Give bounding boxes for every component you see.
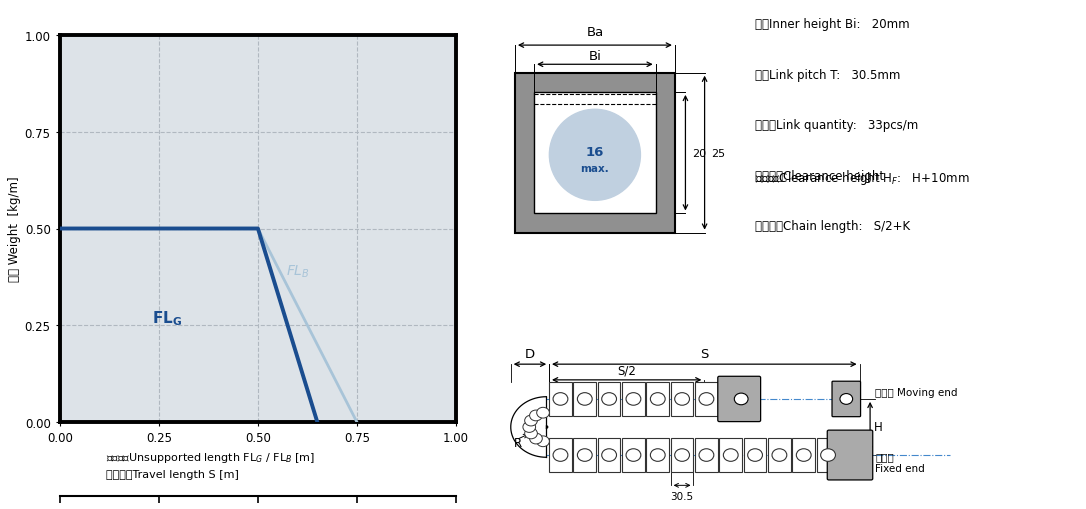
Circle shape [651,393,665,406]
Text: 链节数Link quantity:   33pcs/m: 链节数Link quantity: 33pcs/m [755,119,918,132]
Text: 20: 20 [692,149,706,158]
Circle shape [747,449,762,462]
Text: 30.5: 30.5 [670,491,694,501]
Circle shape [796,449,811,462]
Text: 固定端
Fixed end: 固定端 Fixed end [875,451,925,473]
Text: $FL_B$: $FL_B$ [286,264,310,280]
Bar [671,438,694,472]
Bar [550,438,572,472]
Bar [550,382,572,416]
Text: S/2: S/2 [617,363,636,377]
Circle shape [699,449,714,462]
Bar [744,438,767,472]
Text: S: S [700,347,708,360]
Circle shape [699,393,714,406]
Text: 节距Link pitch T:   30.5mm: 节距Link pitch T: 30.5mm [755,69,900,81]
Text: Ba: Ba [586,25,604,39]
Text: 内高Inner height Bi:   20mm: 内高Inner height Bi: 20mm [755,18,909,31]
Circle shape [651,449,665,462]
Bar [597,382,620,416]
Text: 安装高度Clearance height H$_F$:   H+10mm: 安装高度Clearance height H$_F$: H+10mm [755,169,970,186]
Circle shape [821,449,835,462]
Bar [573,438,596,472]
Bar [793,438,816,472]
Circle shape [553,449,568,462]
FancyBboxPatch shape [832,381,860,417]
Bar [671,382,694,416]
Circle shape [578,449,592,462]
Bar [597,438,620,472]
Text: 25: 25 [711,149,725,158]
Bar [768,438,791,472]
Circle shape [674,393,690,406]
Bar [817,438,839,472]
Text: 16: 16 [585,146,604,159]
Text: max.: max. [581,163,609,173]
Circle shape [626,393,641,406]
FancyBboxPatch shape [718,377,760,422]
Circle shape [530,410,542,421]
Circle shape [525,428,538,439]
Bar [695,438,718,472]
Circle shape [578,393,592,406]
Text: H: H [874,420,883,434]
Circle shape [602,449,617,462]
Bar [534,93,656,214]
Circle shape [550,110,641,201]
FancyBboxPatch shape [828,430,873,480]
Circle shape [674,449,690,462]
Text: 拖链长度Chain length:   S/2+K: 拖链长度Chain length: S/2+K [755,219,910,233]
Circle shape [553,393,568,406]
Text: Bi: Bi [589,50,602,63]
Text: $\mathbf{FL_G}$: $\mathbf{FL_G}$ [152,308,181,327]
Text: 移动端 Moving end: 移动端 Moving end [875,387,958,398]
Circle shape [536,408,550,418]
Circle shape [530,433,542,444]
Circle shape [839,394,853,405]
Bar [719,438,742,472]
Circle shape [523,422,535,433]
Circle shape [626,449,641,462]
Bar [695,382,718,416]
Circle shape [525,415,538,426]
Bar [573,382,596,416]
Text: 架空长度Unsupported length FL$_G$ / FL$_B$ [m]: 架空长度Unsupported length FL$_G$ / FL$_B$ [… [106,450,316,464]
Circle shape [536,436,550,447]
Text: R: R [514,436,521,449]
Bar [646,382,669,416]
Circle shape [734,393,748,405]
Circle shape [772,449,786,462]
Circle shape [602,393,617,406]
Text: 行程长度Travel length S [m]: 行程长度Travel length S [m] [106,469,239,479]
Circle shape [723,449,738,462]
Bar [622,438,645,472]
Y-axis label: 负载 Weight  [kg/m]: 负载 Weight [kg/m] [8,176,21,282]
Bar [622,382,645,416]
Bar [646,438,669,472]
Bar [515,74,674,233]
Text: 安装高度Clearance height: 安装高度Clearance height [755,169,887,182]
Text: D: D [525,347,535,360]
